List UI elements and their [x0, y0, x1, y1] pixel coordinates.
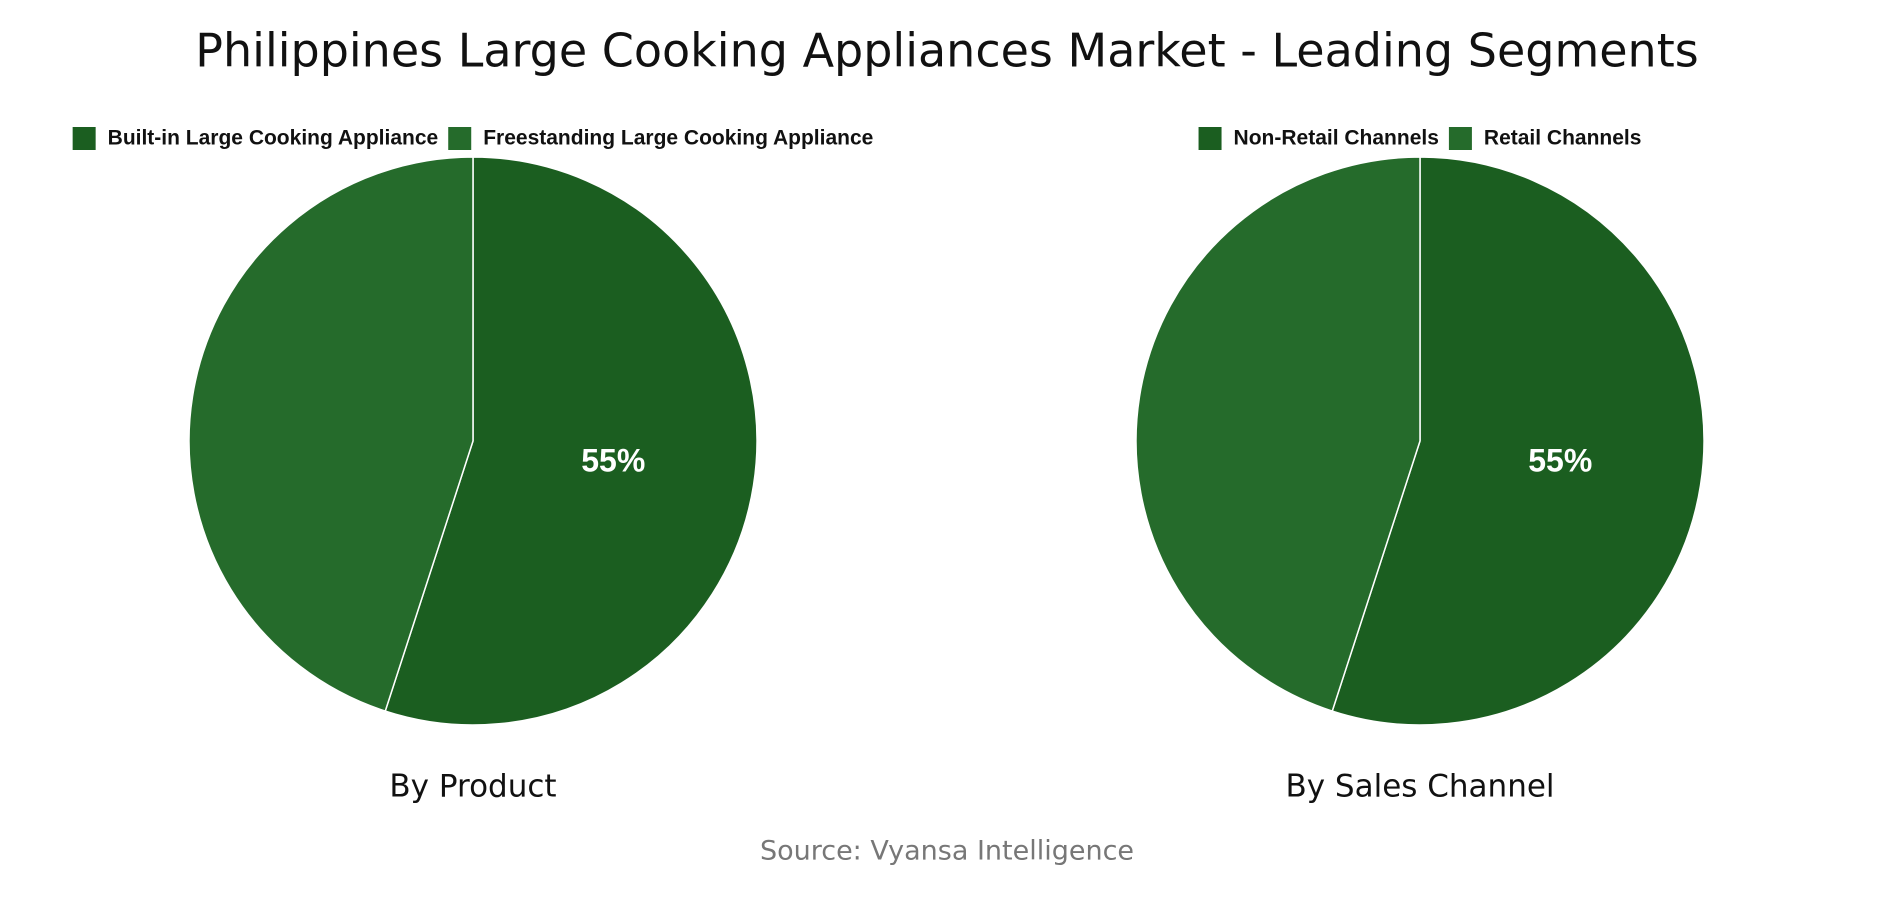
pie-slice	[1135, 156, 1421, 713]
legend-swatch	[72, 127, 96, 150]
legend: Non-Retail Channels Retail Channels	[1198, 127, 1642, 150]
data-label: 55%	[1528, 443, 1592, 479]
legend-label: Built-in Large Cooking Appliance	[108, 127, 439, 150]
chart-subtitle: By Sales Channel	[1285, 769, 1554, 805]
legend-label: Freestanding Large Cooking Appliance	[483, 127, 873, 150]
legend-swatch	[1448, 127, 1472, 150]
page-title: Philippines Large Cooking Appliances Mar…	[195, 24, 1698, 78]
legend-label: Non-Retail Channels	[1234, 127, 1439, 150]
legend-label: Retail Channels	[1484, 127, 1642, 150]
pie-slice	[188, 156, 474, 713]
chart-subtitle: By Product	[389, 769, 556, 805]
pie-slice	[384, 156, 758, 726]
legend-swatch	[1198, 127, 1222, 150]
legend-swatch	[448, 127, 472, 150]
source: Source: Vyansa Intelligence	[760, 836, 1134, 867]
legend: Built-in Large Cooking Appliance Freestan…	[72, 127, 873, 150]
data-label: 55%	[581, 443, 645, 479]
pie-slice	[1331, 156, 1705, 726]
